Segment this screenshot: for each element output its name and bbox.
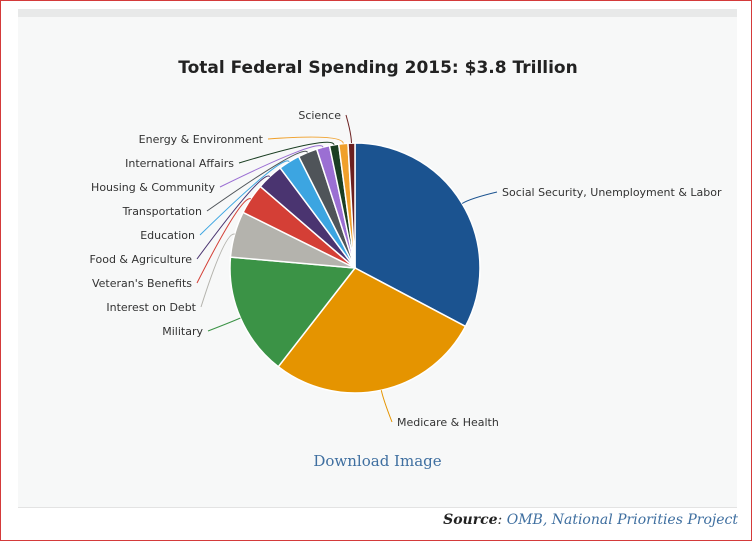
source-links[interactable]: OMB, National Priorities Project <box>506 512 738 528</box>
leader-line-medicare-health <box>380 390 393 423</box>
pie-slice-science[interactable] <box>347 142 356 269</box>
chart-title: Total Federal Spending 2015: $3.8 Trilli… <box>178 58 577 78</box>
slice-label-international-affairs: International Affairs <box>125 157 234 170</box>
source-separator: : <box>497 512 507 528</box>
slice-label-transportation: Transportation <box>122 205 202 218</box>
leader-line-housing-community <box>219 145 324 188</box>
slice-label-social-security-unemployment-labor: Social Security, Unemployment & Labor <box>502 186 722 199</box>
slice-label-medicare-health: Medicare & Health <box>397 416 499 429</box>
slice-label-science: Science <box>298 109 341 122</box>
leader-line-interest-on-debt <box>200 233 235 308</box>
source-label: Source <box>443 512 498 528</box>
slice-label-housing-community: Housing & Community <box>91 181 215 194</box>
slice-label-veteran-s-benefits: Veteran's Benefits <box>92 277 192 290</box>
leader-line-science <box>345 114 352 144</box>
slice-label-interest-on-debt: Interest on Debt <box>106 301 196 314</box>
source-credit: Source: OMB, National Priorities Project <box>443 512 738 528</box>
leader-line-food-agriculture <box>196 175 271 260</box>
leader-line-veteran-s-benefits <box>196 198 252 284</box>
slice-label-education: Education <box>140 229 195 242</box>
slice-label-energy-environment: Energy & Environment <box>139 133 264 146</box>
pie-slice-social-security-unemployment-labor[interactable] <box>354 142 481 328</box>
slice-label-military: Military <box>162 325 203 338</box>
leader-line-international-affairs <box>238 141 335 164</box>
pie-slice-medicare-health[interactable] <box>277 267 467 394</box>
leader-line-transportation <box>206 150 308 212</box>
download-image-link[interactable]: Download Image <box>313 452 442 470</box>
leader-line-military <box>207 317 241 332</box>
leader-line-education <box>199 160 290 236</box>
slice-label-food-agriculture: Food & Agriculture <box>90 253 193 266</box>
leader-line-social-security-unemployment-labor <box>461 191 498 204</box>
leader-line-energy-environment <box>267 136 344 144</box>
pie-slice-military[interactable] <box>229 256 357 368</box>
